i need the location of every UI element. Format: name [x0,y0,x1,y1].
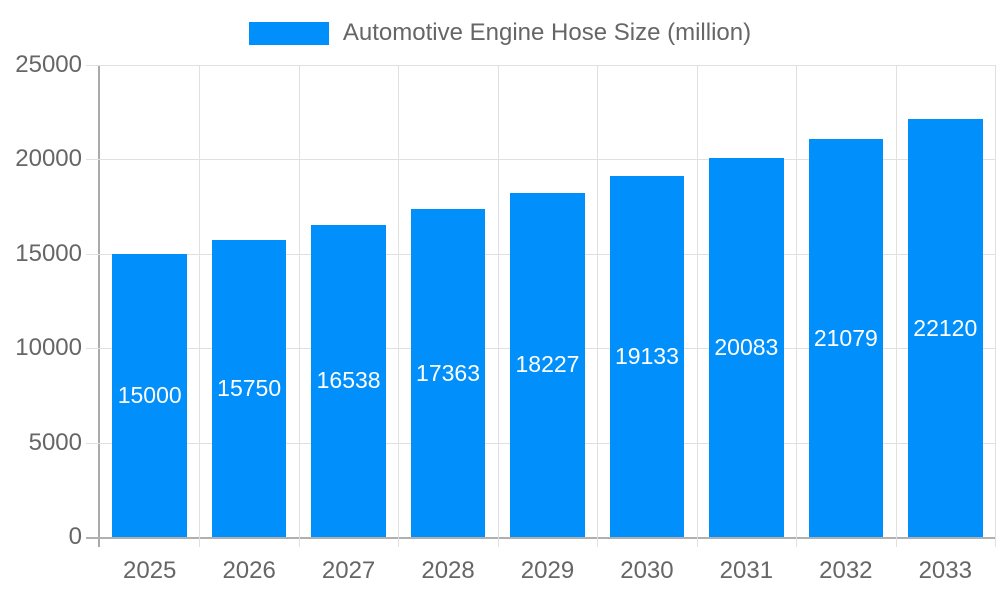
y-tick-label: 20000 [15,145,82,173]
bar-value-label: 21079 [813,324,878,351]
bar[interactable]: 20083 [709,157,784,537]
x-tick-label: 2025 [123,557,177,584]
gridline-vertical [796,65,798,537]
gridline-horizontal [100,159,995,161]
gridline-vertical [696,65,698,537]
x-tick [597,537,599,547]
x-tick [696,537,698,547]
bar-value-label: 18227 [515,351,580,378]
y-tick-label: 0 [68,523,82,550]
y-tick-label: 25000 [15,51,82,78]
x-tick-label: 2032 [819,557,873,584]
bar[interactable]: 16538 [311,224,386,537]
gridline-horizontal [100,65,995,66]
x-tick-label: 2029 [520,557,575,584]
gridline-vertical [398,65,400,537]
bar-value-label: 22120 [913,314,978,341]
x-tick [199,537,201,547]
gridline-vertical [597,65,599,537]
bar[interactable]: 17363 [410,209,486,537]
gridline-vertical [497,65,499,537]
x-tick-label: 2031 [719,557,774,584]
bar-value-label: 15750 [217,374,282,401]
gridline-vertical [895,65,897,537]
y-tick-label: 10000 [15,334,82,362]
x-axis-line [86,537,995,539]
x-tick-label: 2028 [421,557,475,584]
bar-value-label: 17363 [416,359,481,386]
y-tick [86,65,100,66]
y-axis-line [98,65,100,547]
x-tick [796,537,798,547]
bar[interactable]: 15750 [211,239,287,537]
bar[interactable]: 18227 [510,192,585,537]
legend-swatch [248,21,329,45]
gridline-vertical [298,65,300,537]
x-tick [995,537,996,547]
y-tick [86,159,100,161]
y-tick [86,253,100,255]
x-tick [398,537,400,547]
bar[interactable]: 22120 [907,119,983,537]
bar[interactable]: 21079 [808,139,884,537]
gridline-vertical [199,65,201,537]
y-tick-label: 5000 [28,428,82,456]
y-tick [86,348,100,350]
bar[interactable]: 19133 [609,175,685,537]
gridline-vertical [995,65,996,537]
bar[interactable]: 15000 [112,253,187,537]
y-tick-label: 15000 [15,239,82,267]
x-tick-label: 2026 [222,557,276,584]
x-tick [895,537,897,547]
legend-label: Automotive Engine Hose Size (million) [342,19,752,46]
bar-value-label: 16538 [316,367,381,394]
plot-area: 15000 15750 16538 17363 18227 19133 20083 21079… [86,65,996,547]
y-tick [86,442,100,444]
bar-value-label: 15000 [117,381,182,408]
x-tick-label: 2033 [918,557,972,584]
bar-value-label: 20083 [714,333,779,360]
x-tick [298,537,300,547]
bar-value-label: 19133 [614,342,679,369]
x-tick-label: 2030 [620,557,674,584]
x-tick-label: 2027 [321,557,376,584]
x-tick [497,537,499,547]
legend[interactable]: Automotive Engine Hose Size (million) [0,17,1000,49]
